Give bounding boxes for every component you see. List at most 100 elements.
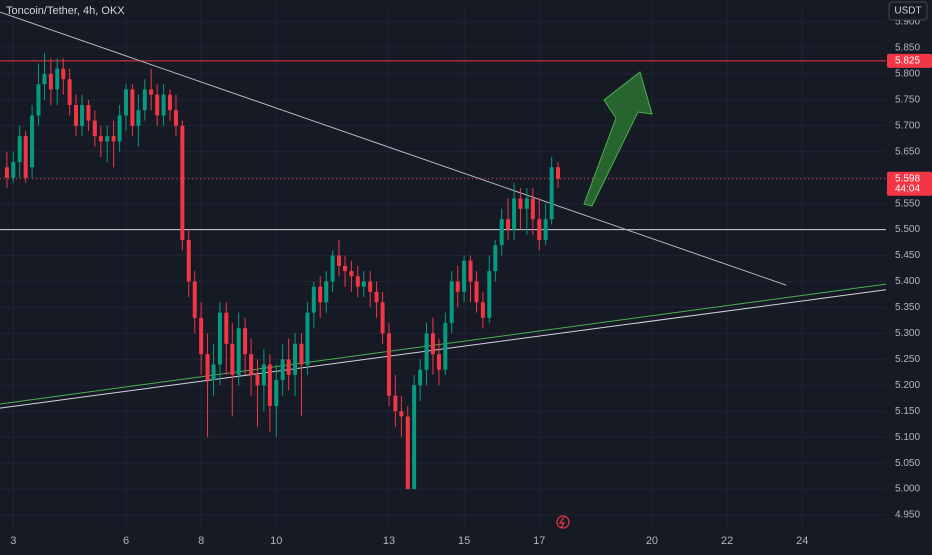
candle-body bbox=[330, 255, 335, 282]
candle-body bbox=[205, 354, 210, 381]
candle-body bbox=[487, 271, 492, 318]
y-tick-label: 5.850 bbox=[895, 43, 920, 54]
candle-body bbox=[261, 364, 266, 386]
candle-body bbox=[436, 354, 441, 370]
candle-body bbox=[149, 89, 154, 95]
y-tick-label: 5.750 bbox=[895, 94, 920, 105]
candle-body bbox=[117, 115, 122, 142]
candle-body bbox=[530, 198, 535, 220]
candle-body bbox=[192, 281, 197, 318]
candle-body bbox=[299, 343, 304, 365]
candle-body bbox=[274, 380, 279, 407]
y-tick-label: 5.350 bbox=[895, 302, 920, 313]
candle-body bbox=[36, 84, 41, 116]
candle-body bbox=[98, 136, 103, 142]
candle-body bbox=[468, 260, 473, 282]
candle-body bbox=[161, 94, 166, 116]
last-price-tag bbox=[887, 171, 932, 196]
candle-body bbox=[167, 94, 172, 111]
y-tick-label: 5.900 bbox=[895, 17, 920, 28]
currency-button[interactable] bbox=[888, 1, 928, 21]
candle-body bbox=[4, 167, 9, 178]
candle-body bbox=[61, 68, 66, 80]
trend-line bbox=[0, 283, 887, 405]
candle-body bbox=[506, 219, 511, 230]
x-tick-label: 13 bbox=[383, 535, 395, 547]
candle-body bbox=[23, 136, 28, 178]
y-tick-label: 5.400 bbox=[895, 276, 920, 287]
candle-body bbox=[318, 286, 323, 303]
candle-body bbox=[249, 354, 254, 375]
candle-body bbox=[443, 323, 448, 370]
candle-body bbox=[217, 312, 222, 365]
candle-body bbox=[211, 364, 216, 381]
candle-body bbox=[512, 198, 517, 230]
candle-body bbox=[155, 94, 160, 116]
candle-body bbox=[374, 291, 379, 303]
candle-body bbox=[130, 89, 135, 126]
candle-body bbox=[449, 281, 454, 324]
candle-body bbox=[305, 312, 310, 365]
y-tick-label: 5.700 bbox=[895, 120, 920, 131]
candle-body bbox=[349, 271, 354, 277]
candle-body bbox=[243, 328, 248, 355]
candle-body bbox=[136, 110, 141, 126]
candle-body bbox=[412, 385, 417, 490]
candle-body bbox=[324, 281, 329, 303]
candle-body bbox=[267, 364, 272, 407]
candle-body bbox=[455, 281, 460, 292]
candle-body bbox=[418, 369, 423, 386]
candle-body bbox=[543, 219, 548, 240]
y-tick-label: 5.250 bbox=[895, 354, 920, 365]
candle-body bbox=[80, 105, 85, 126]
candle-body bbox=[480, 302, 485, 318]
candle-body bbox=[343, 265, 348, 272]
trend-line bbox=[0, 11, 787, 286]
x-tick-label: 24 bbox=[796, 535, 808, 547]
candle-body bbox=[199, 317, 204, 355]
candle-body bbox=[173, 110, 178, 126]
candle-body bbox=[424, 333, 429, 370]
y-tick-label: 5.550 bbox=[895, 198, 920, 209]
grid bbox=[0, 2, 886, 531]
price-axis bbox=[886, 0, 932, 550]
candle-body bbox=[48, 73, 53, 90]
axis: 4.950 5.000 5.050 5.100 5.150 5.200 5.250 5.300… bbox=[10, 17, 932, 547]
x-tick-label: 15 bbox=[458, 535, 470, 547]
y-tick-label: 5.050 bbox=[895, 458, 920, 469]
candle-body bbox=[142, 89, 147, 111]
candle-body bbox=[524, 198, 529, 209]
x-tick-label: 10 bbox=[270, 535, 282, 547]
candle-body bbox=[74, 105, 79, 126]
y-tick-label: 5.800 bbox=[895, 69, 920, 80]
candle-body bbox=[280, 359, 285, 381]
currency-label: USDT bbox=[894, 6, 921, 17]
candle-body bbox=[386, 333, 391, 396]
candle-body bbox=[474, 281, 479, 303]
candle-body bbox=[286, 359, 291, 375]
chart-title: Toncoin/Tether, 4h, OKX bbox=[6, 5, 125, 17]
price-tag bbox=[887, 53, 932, 68]
replay-icon[interactable] bbox=[556, 515, 570, 529]
y-tick-label: 5.300 bbox=[895, 328, 920, 339]
candle-body bbox=[361, 281, 366, 287]
y-tick-label: 5.450 bbox=[895, 250, 920, 261]
candle-body bbox=[11, 162, 16, 178]
candle-body bbox=[368, 281, 373, 292]
candle-body bbox=[30, 115, 35, 168]
candle-body bbox=[462, 260, 467, 292]
candle-body bbox=[255, 374, 260, 386]
candle-body bbox=[42, 73, 47, 85]
candle-body bbox=[337, 255, 342, 266]
candle-body bbox=[224, 312, 229, 344]
y-tick-label: 5.500 bbox=[895, 224, 920, 235]
candle-body bbox=[92, 120, 97, 137]
candle-body bbox=[556, 167, 561, 179]
y-tick-label: 4.950 bbox=[895, 510, 920, 521]
candle-body bbox=[537, 219, 542, 240]
x-tick-label: 22 bbox=[721, 535, 733, 547]
x-tick-label: 20 bbox=[646, 535, 658, 547]
candle-body bbox=[380, 302, 385, 334]
candle-body bbox=[124, 89, 129, 116]
